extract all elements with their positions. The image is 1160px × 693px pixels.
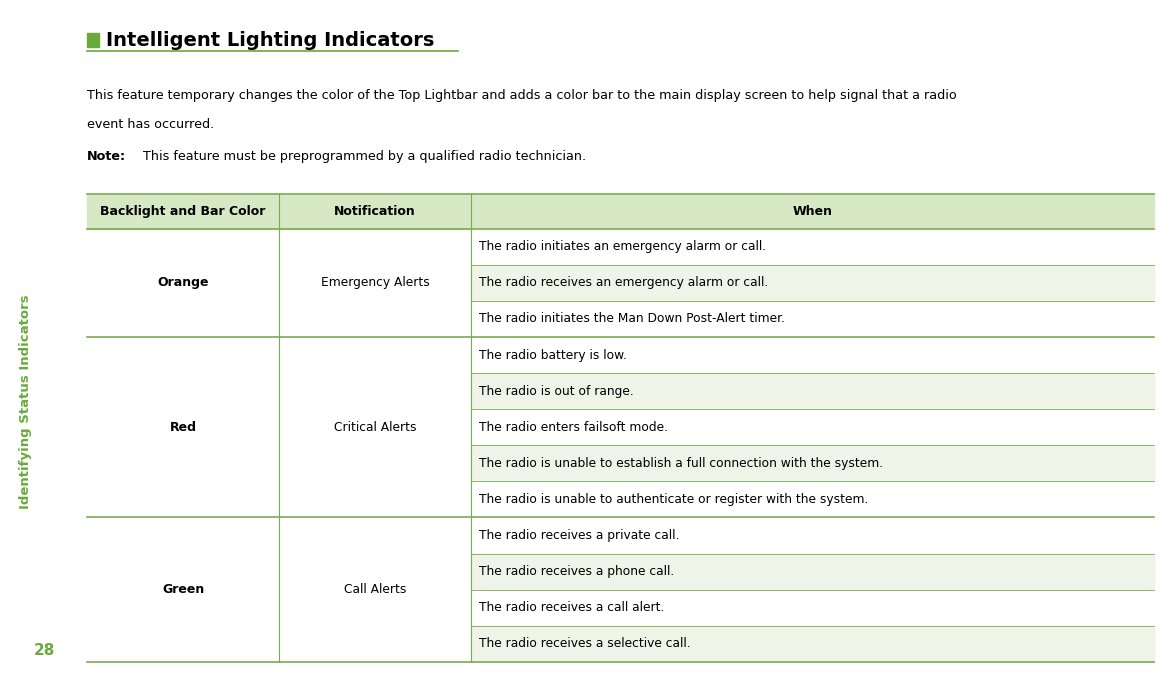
Text: The radio receives a selective call.: The radio receives a selective call. — [479, 638, 691, 650]
Text: The radio is out of range.: The radio is out of range. — [479, 385, 635, 398]
Bar — [471, 590, 1154, 626]
Text: The radio initiates the Man Down Post-Alert timer.: The radio initiates the Man Down Post-Al… — [479, 313, 785, 326]
Bar — [87, 33, 99, 47]
Text: This feature must be preprogrammed by a qualified radio technician.: This feature must be preprogrammed by a … — [143, 150, 586, 163]
Text: The radio receives a phone call.: The radio receives a phone call. — [479, 565, 675, 578]
Text: When: When — [792, 205, 833, 218]
Bar — [471, 554, 1154, 590]
Text: The radio is unable to authenticate or register with the system.: The radio is unable to authenticate or r… — [479, 493, 869, 506]
Text: The radio battery is low.: The radio battery is low. — [479, 349, 628, 362]
Bar — [471, 626, 1154, 662]
Text: Note:: Note: — [87, 150, 126, 163]
Text: This feature temporary changes the color of the Top Lightbar and adds a color ba: This feature temporary changes the color… — [87, 89, 957, 102]
Text: Intelligent Lighting Indicators: Intelligent Lighting Indicators — [106, 30, 434, 50]
Text: The radio receives an emergency alarm or call.: The radio receives an emergency alarm or… — [479, 277, 769, 290]
Text: The radio receives a call alert.: The radio receives a call alert. — [479, 601, 665, 614]
Text: Call Alerts: Call Alerts — [345, 583, 406, 596]
Text: Orange: Orange — [158, 277, 209, 290]
Bar — [471, 229, 1154, 265]
Text: The radio is unable to establish a full connection with the system.: The radio is unable to establish a full … — [479, 457, 884, 470]
Text: Red: Red — [169, 421, 196, 434]
Bar — [471, 446, 1154, 482]
Bar — [471, 409, 1154, 446]
Bar — [87, 229, 1154, 337]
Bar — [471, 518, 1154, 554]
Text: The radio receives a private call.: The radio receives a private call. — [479, 529, 680, 542]
Text: The radio enters failsoft mode.: The radio enters failsoft mode. — [479, 421, 668, 434]
Text: Identifying Status Indicators: Identifying Status Indicators — [19, 295, 32, 509]
Text: 28: 28 — [34, 643, 55, 658]
Text: Green: Green — [162, 583, 204, 596]
Bar — [471, 482, 1154, 518]
Bar — [471, 373, 1154, 409]
Text: Critical Alerts: Critical Alerts — [334, 421, 416, 434]
Text: event has occurred.: event has occurred. — [87, 118, 215, 131]
Bar — [471, 301, 1154, 337]
Text: Backlight and Bar Color: Backlight and Bar Color — [101, 205, 266, 218]
Bar — [87, 194, 1154, 229]
Bar — [87, 337, 1154, 518]
Text: Notification: Notification — [334, 205, 416, 218]
Text: The radio initiates an emergency alarm or call.: The radio initiates an emergency alarm o… — [479, 240, 767, 253]
Text: Emergency Alerts: Emergency Alerts — [321, 277, 429, 290]
Bar — [471, 337, 1154, 373]
Bar — [471, 265, 1154, 301]
Bar — [87, 518, 1154, 662]
